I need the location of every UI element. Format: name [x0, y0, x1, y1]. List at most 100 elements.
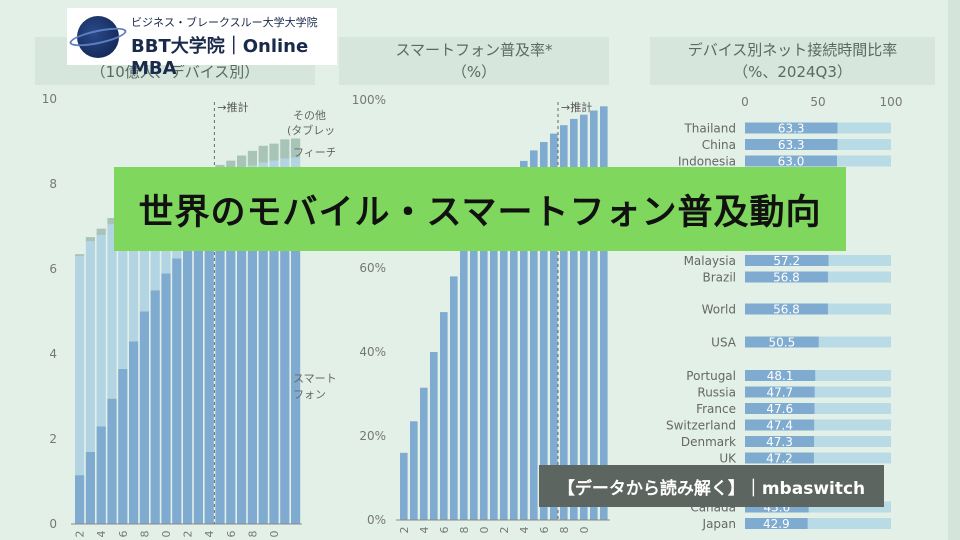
bar-13 [530, 150, 538, 520]
bar-1-2 [96, 235, 106, 427]
bar-Malaysia [745, 255, 829, 266]
title-banner: 世界のモバイル・スマートフォン普及動向 [114, 167, 846, 251]
value-label: 63.3 [778, 122, 805, 136]
value-label: 47.3 [766, 435, 793, 449]
row-label: Denmark [681, 435, 736, 449]
bar-2-0 [75, 254, 85, 257]
bar-9 [490, 192, 498, 520]
chart1-forecast-label: →推計 [217, 100, 248, 114]
value-label: 47.7 [766, 386, 793, 400]
x-tick-0: 0 [741, 95, 749, 109]
bar-6 [460, 247, 468, 520]
row-label: Thailand [683, 122, 736, 136]
x-tick: 8 [138, 531, 151, 538]
bar-1-6 [139, 209, 149, 312]
value-label: 63.3 [778, 138, 805, 152]
legend-feature-phone: フィーチャー [293, 146, 335, 159]
bar-Russia [745, 386, 815, 398]
scrollbar[interactable] [948, 0, 960, 540]
row-label: Russia [697, 386, 736, 400]
bar-France [745, 403, 815, 414]
bar-Thailand [745, 122, 838, 134]
value-label: 47.2 [766, 452, 793, 466]
row-label: Switzerland [666, 419, 736, 433]
x-tick: 6 [225, 531, 238, 538]
row-label: Malaysia [684, 254, 736, 268]
row-label: Japan [702, 517, 736, 531]
row-label: Brazil [703, 271, 737, 285]
x-tick: 0 [578, 527, 591, 534]
x-tick: 4 [518, 527, 531, 534]
bar-Brazil [745, 271, 828, 283]
x-tick: 2 [182, 531, 195, 538]
logo-main-text: BBT大学院｜Online MBA [131, 36, 309, 79]
value-label: 56.8 [773, 271, 800, 285]
y-tick: 60% [359, 261, 386, 275]
bar-2-18 [269, 143, 279, 161]
y-tick-4: 4 [49, 347, 57, 361]
chart2-title: スマートフォン普及率* [395, 41, 553, 59]
bar-Portugal [745, 370, 816, 381]
x-tick-100: 100 [880, 95, 903, 109]
value-label: 57.2 [773, 254, 800, 268]
globe-icon [77, 16, 119, 58]
chart1-subtitle: （10億人、デバイス別） [90, 63, 260, 81]
bar-2-15 [237, 155, 247, 171]
bar-0-4 [118, 368, 128, 524]
bar-0-15 [237, 201, 247, 524]
bar-11 [510, 169, 518, 521]
bar-15 [550, 133, 558, 520]
track-Canada [745, 501, 891, 513]
bar-China [745, 139, 838, 150]
series-label-pill[interactable]: 【データから読み解く】｜mbaswitch [539, 465, 884, 507]
chart3-subtitle: （%、2024Q3） [733, 63, 852, 81]
track-Japan [745, 518, 891, 529]
bar-0-18 [269, 186, 279, 524]
legend-other: その他 [293, 109, 326, 122]
row-label: France [696, 402, 736, 416]
bar-0-3 [107, 398, 117, 524]
bar-USA [745, 336, 819, 348]
bar-2-2 [96, 228, 106, 235]
legend-other-sub: (タブレット等) [287, 123, 335, 137]
chart2-header: スマートフォン普及率* （%） [339, 37, 609, 85]
bar-18 [580, 114, 588, 520]
x-tick: 0 [268, 531, 281, 538]
bar-0-1 [85, 451, 95, 524]
x-tick: 4 [203, 531, 216, 538]
y-tick-6: 6 [49, 262, 57, 276]
x-tick-50: 50 [810, 95, 825, 109]
track-Denmark [745, 436, 891, 447]
y-tick: 100% [352, 93, 386, 107]
y-tick: 40% [359, 345, 386, 359]
bar-0-14 [226, 207, 236, 524]
x-tick: 4 [95, 531, 108, 538]
row-label: Portugal [686, 369, 736, 383]
x-tick: 8 [558, 527, 571, 534]
bar-2-3 [107, 218, 117, 225]
bar-19 [590, 110, 598, 520]
bar-2-17 [258, 145, 268, 163]
bar-1 [410, 421, 418, 520]
bar-7 [470, 226, 478, 520]
track-Switzerland [745, 419, 891, 431]
legend-smartphone: スマート [293, 372, 335, 385]
bar-0-20 [291, 179, 301, 524]
bbt-logo[interactable]: ビジネス・ブレークスルー大学大学院 BBT大学院｜Online MBA [67, 8, 337, 79]
track-Russia [745, 386, 891, 398]
x-tick: 8 [246, 531, 259, 538]
bar-10 [500, 179, 508, 521]
bar-2-20 [291, 138, 301, 158]
bar-Switzerland [745, 419, 815, 431]
chart3-header: デバイス別ネット接続時間比率 （%、2024Q3） [650, 37, 935, 85]
bar-2-16 [247, 150, 257, 166]
bar-0-13 [215, 213, 225, 524]
legend-smartphone-sub: フォン [293, 388, 326, 401]
bar-0-16 [247, 194, 257, 524]
value-label: 47.6 [766, 402, 793, 416]
bar-5 [450, 276, 458, 520]
chart1: 0 2 4 6 8 10 2 4 6 8 0 2 4 6 8 0 →推計 その他 (タブレット等) フィーチ… [42, 92, 335, 538]
chart2-forecast-label: →推計 [561, 100, 592, 114]
x-tick: 6 [117, 531, 130, 538]
